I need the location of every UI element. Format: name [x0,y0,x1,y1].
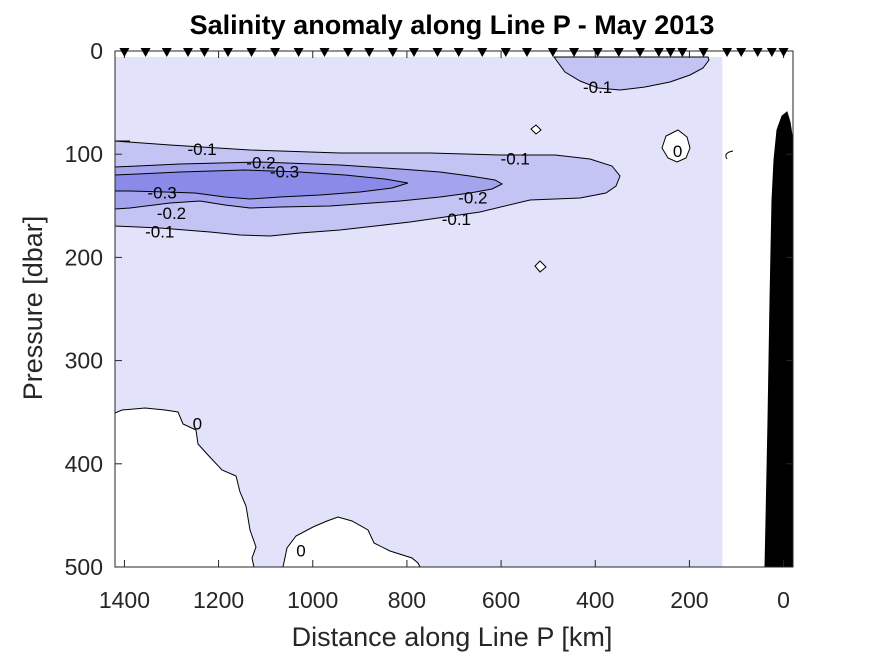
y-tick-label: 200 [65,244,103,270]
y-tick-label: 100 [65,141,103,167]
station-marker [270,48,281,57]
fill-region-below-minus0.3 [115,169,409,200]
station-marker [119,48,130,57]
contour-label: -0.1 [145,223,174,242]
contour-label: 0 [193,415,202,434]
bathymetry-shape [764,111,794,568]
contour-label: -0.2 [458,189,487,208]
station-marker [408,48,419,57]
x-tick-label: 0 [777,587,790,613]
station-marker [722,48,733,57]
positive-cell-small [534,260,547,273]
station-marker [752,48,763,57]
station-marker [778,48,789,57]
contour-label: -0.1 [187,140,216,159]
fill-region-minus0.2-to-minus0.1-surface [553,56,710,91]
x-tick-label: 1400 [99,587,150,613]
x-tick-label: 200 [670,587,708,613]
contour-label: -0.3 [270,163,299,182]
y-axis: 0 100 200 300 400 500 [65,38,793,580]
station-marker [592,48,603,57]
contour-label: 0 [673,142,682,161]
x-axis-label: Distance along Line P [km] [292,622,613,652]
positive-region-deep-center [282,516,421,567]
y-tick-label: 0 [90,38,103,64]
station-marker [766,48,777,57]
contour-label: -0.3 [147,183,176,202]
contour-line-zero [725,150,734,160]
station-marker [698,48,709,57]
x-tick-label: 800 [388,587,426,613]
plot-area [115,51,793,567]
station-marker [736,48,747,57]
positive-region-deep-left [115,407,257,567]
station-marker [364,48,375,57]
station-marker [387,48,398,57]
contour-labels: -0.1-0.2-0.3-0.3-0.2-0.1-0.1-0.2-0.1-0.1… [145,78,682,560]
station-marker [161,48,172,57]
contour-label: -0.2 [246,153,275,172]
axes-box [114,50,794,568]
positive-cell-small [530,124,542,135]
station-marker [677,48,688,57]
contour-label: -0.1 [501,149,530,168]
x-tick-label: 400 [576,587,614,613]
positive-cell-right [661,129,691,163]
station-marker [246,48,257,57]
station-marker [140,48,151,57]
station-marker [293,48,304,57]
station-marker [634,48,645,57]
x-axis: 1400 1200 1000 800 600 400 200 0 [99,51,790,613]
station-marker [182,48,193,57]
station-marker [613,48,624,57]
y-axis-label: Pressure [dbar] [18,216,48,401]
station-marker [665,48,676,57]
chart-title: Salinity anomaly along Line P - May 2013 [190,10,715,40]
station-marker [432,48,443,57]
y-tick-label: 500 [65,554,103,580]
station-markers [119,48,789,57]
x-tick-label: 600 [482,587,520,613]
station-marker [223,48,233,57]
station-marker [500,48,511,57]
y-tick-label: 300 [65,348,103,374]
contour-label: -0.1 [442,210,471,229]
station-marker [453,48,464,57]
positive-region-surface [115,51,733,57]
station-marker [569,48,580,57]
station-marker [521,48,532,57]
station-marker [343,48,354,57]
x-tick-label: 1000 [287,587,338,613]
station-marker [199,48,210,57]
station-marker [547,48,558,57]
station-marker [477,48,488,57]
station-marker [653,48,664,57]
contour-label: 0 [296,541,305,560]
station-marker [319,48,330,57]
x-tick-label: 1200 [193,587,244,613]
contour-label: -0.2 [157,204,186,223]
contour-label: -0.1 [583,78,612,97]
y-tick-label: 400 [65,451,103,477]
